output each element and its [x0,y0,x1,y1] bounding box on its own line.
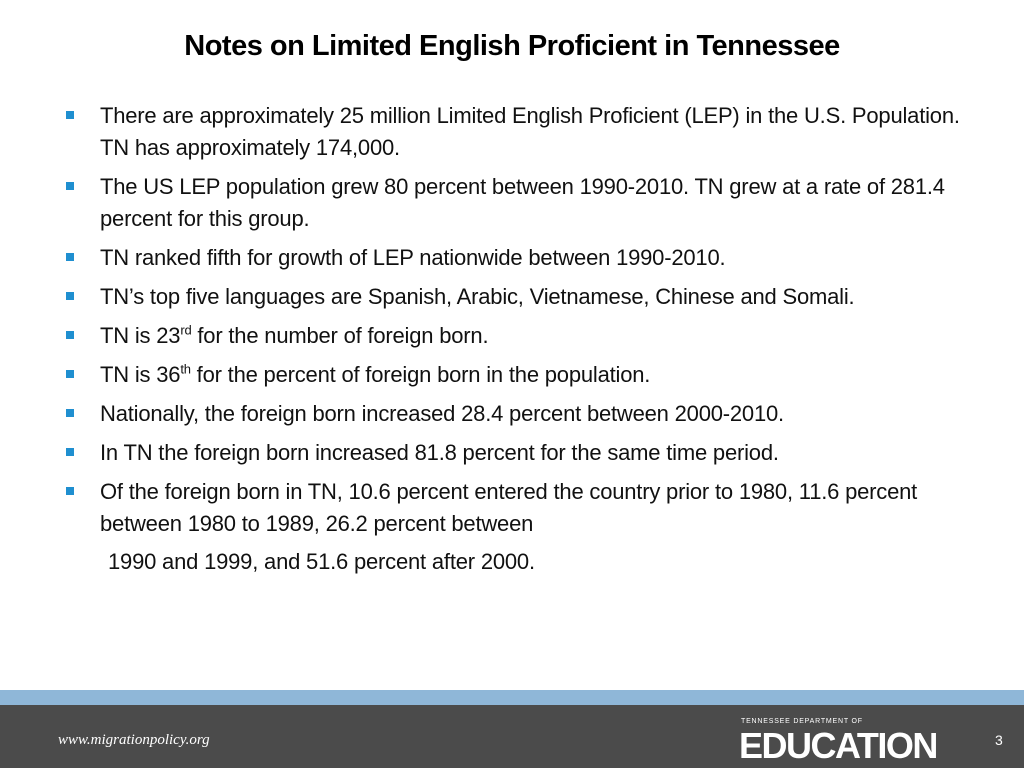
footer: www.migrationpolicy.org TENNESSEE DEPART… [0,705,1024,768]
bullet-marker [66,409,74,417]
bullet-continuation: 1990 and 1999, and 51.6 percent after 20… [108,549,535,574]
bullet-item: TN is 23rd for the number of foreign bor… [66,320,966,352]
bullet-text: TN is 23 [100,323,181,348]
bullet-item: There are approximately 25 million Limit… [66,100,966,164]
superscript: th [180,361,191,377]
page-number: 3 [995,732,1003,748]
bullet-item: Of the foreign born in TN, 10.6 percent … [66,476,966,578]
logo-subtitle: TENNESSEE DEPARTMENT OF [741,718,863,725]
website: www.migrationpolicy.org [58,732,210,748]
bullet-text: for the percent of foreign born in the p… [190,362,651,387]
bullet-item: TN’s top five languages are Spanish, Ara… [66,281,966,313]
bullet-text: There are approximately 25 million Limit… [100,103,960,160]
slide-title: Notes on Limited English Proficient in T… [184,30,840,62]
bullet-marker [66,182,74,190]
bullet-marker [66,448,74,456]
bullet-text: The US LEP population grew 80 percent be… [100,174,945,231]
footer-band [0,690,1024,705]
bullet-text: Nationally, the foreign born increased 2… [100,401,784,426]
bullet-text: In TN the foreign born increased 81.8 pe… [100,440,779,465]
bullet-marker [66,253,74,261]
bullet-item: In TN the foreign born increased 81.8 pe… [66,437,966,469]
bullet-item: The US LEP population grew 80 percent be… [66,171,966,235]
bullet-marker [66,292,74,300]
bullet-marker [66,370,74,378]
bullet-marker [66,111,74,119]
superscript: rd [180,322,192,338]
bullet-marker [66,487,74,495]
bullet-text: TN is 36 [100,362,181,387]
bullet-text: Of the foreign born in TN, 10.6 percent … [100,479,918,536]
logo: EDUCATION [739,725,938,766]
bullet-marker [66,331,74,339]
bullet-item: TN ranked fifth for growth of LEP nation… [66,242,966,274]
bullet-text: TN’s top five languages are Spanish, Ara… [100,284,855,309]
bullet-list: There are approximately 25 million Limit… [66,100,966,585]
bullet-text: for the number of foreign born. [191,323,489,348]
bullet-item: TN is 36th for the percent of foreign bo… [66,359,966,391]
bullet-item: Nationally, the foreign born increased 2… [66,398,966,430]
bullet-text: TN ranked fifth for growth of LEP nation… [100,245,726,270]
